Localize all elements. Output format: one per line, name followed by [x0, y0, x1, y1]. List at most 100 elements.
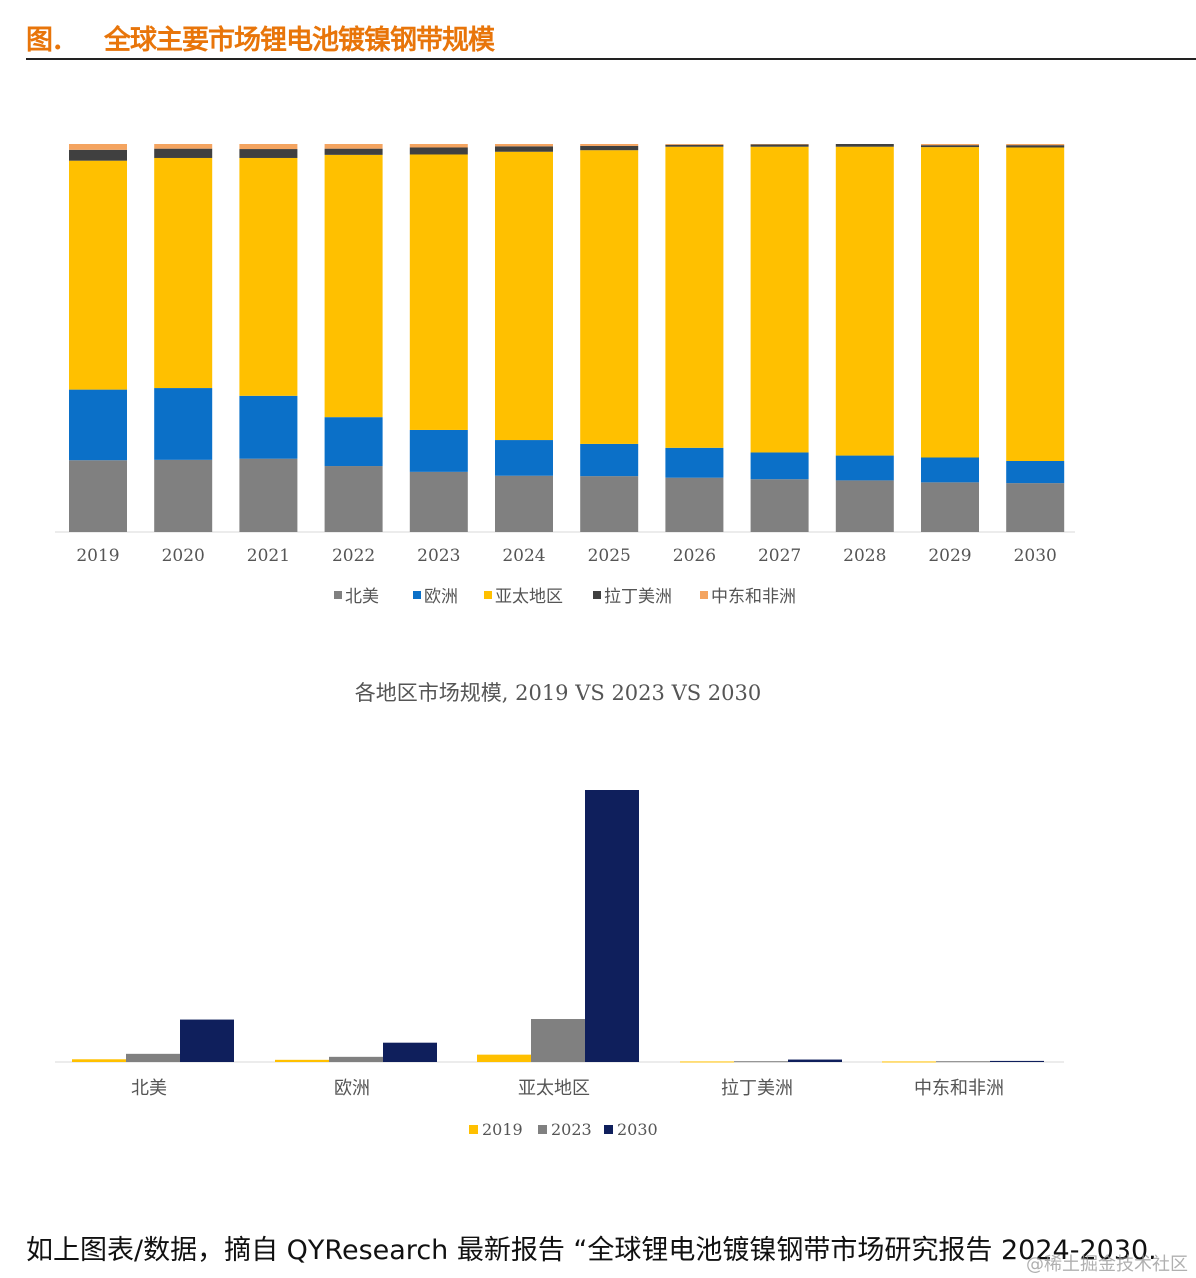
- x-tick-label: 2025: [588, 546, 631, 566]
- bar-segment-2026-s2: [665, 146, 724, 448]
- figure-header: 图. 全球主要市场锂电池镀镍钢带规模: [26, 14, 1196, 60]
- bar-segment-2026-s1: [665, 447, 724, 478]
- x-tick-label: 拉丁美洲: [721, 1078, 793, 1099]
- bar-segment-2030-s0: [1006, 483, 1065, 532]
- bar-欧洲-2019: [275, 1059, 329, 1062]
- legend-swatch: [484, 591, 492, 599]
- stacked-share-chart: 2019 2020 2021 2022 2023 2024 2025 2026 2027 2028…: [55, 144, 1075, 607]
- bar-segment-2024-s0: [495, 475, 553, 532]
- x-tick-label: 2027: [758, 546, 801, 566]
- bar-欧洲-2023: [329, 1056, 383, 1062]
- bar-中东和非洲-2030: [990, 1060, 1044, 1062]
- watermark: @稀土掘金技术社区: [1026, 1254, 1188, 1275]
- bar-segment-2019-s3: [69, 149, 127, 161]
- x-tick-label: 2026: [673, 546, 716, 566]
- x-tick-label: 2028: [843, 546, 886, 566]
- bar-segment-2022-s1: [324, 417, 383, 467]
- x-tick-label: 亚太地区: [518, 1078, 590, 1099]
- x-tick-label: 中东和非洲: [914, 1078, 1004, 1099]
- bar-segment-2030-s3: [1006, 145, 1065, 148]
- bar-segment-2028-s0: [835, 480, 894, 532]
- bar-segment-2025-s2: [580, 150, 639, 444]
- legend-label: 2023: [551, 1120, 592, 1139]
- x-tick-label: 2024: [502, 546, 545, 566]
- bar-segment-2020-s1: [154, 388, 213, 460]
- x-tick-label: 2020: [162, 546, 205, 566]
- legend-label: 2030: [617, 1120, 658, 1139]
- bar-中东和非洲-2019: [882, 1061, 936, 1063]
- legend-swatch: [700, 591, 708, 599]
- bar-segment-2023-s4: [409, 144, 468, 148]
- x-tick-label: 北美: [131, 1078, 167, 1099]
- bar-segment-2028-s1: [835, 455, 894, 481]
- bar-北美-2023: [126, 1053, 180, 1062]
- bar-segment-2023-s0: [409, 471, 468, 532]
- bar-segment-2021-s1: [239, 395, 298, 459]
- bar-segment-2025-s1: [580, 443, 639, 477]
- legend-label: 北美: [345, 587, 379, 607]
- bar-亚太地区-2019: [477, 1054, 531, 1062]
- bar-segment-2022-s3: [324, 148, 383, 155]
- bar-segment-2030-s2: [1006, 147, 1065, 461]
- bar-segment-2020-s3: [154, 148, 213, 158]
- legend-label: 中东和非洲: [711, 587, 796, 607]
- bar-segment-2029-s3: [921, 145, 979, 148]
- bar-segment-2024-s2: [495, 151, 553, 441]
- bar-segment-2029-s1: [921, 457, 979, 483]
- x-tick-label: 欧洲: [334, 1078, 370, 1099]
- bar-segment-2029-s4: [921, 144, 979, 146]
- bar-segment-2025-s0: [580, 476, 639, 532]
- legend-swatch: [593, 591, 601, 599]
- legend-label: 2019: [482, 1120, 523, 1139]
- bar-segment-2022-s2: [324, 154, 383, 418]
- bar-segment-2021-s0: [239, 458, 298, 532]
- bar-segment-2028-s2: [835, 146, 894, 456]
- figure-label: 图.: [26, 25, 63, 56]
- bar-segment-2026-s3: [665, 144, 724, 147]
- x-tick-label: 2022: [332, 546, 375, 566]
- bar-拉丁美洲-2019: [680, 1061, 734, 1063]
- bar-segment-2026-s0: [665, 477, 724, 532]
- bar-segment-2024-s1: [495, 440, 553, 476]
- bar-segment-2020-s4: [154, 144, 213, 149]
- legend-label: 亚太地区: [495, 587, 563, 607]
- bar-segment-2025-s3: [580, 145, 639, 151]
- bar-segment-2027-s2: [750, 146, 809, 453]
- bar-segment-2021-s3: [239, 149, 298, 158]
- bar-segment-2019-s0: [69, 460, 127, 532]
- legend-swatch: [334, 591, 342, 599]
- x-tick-label: 2029: [928, 546, 971, 566]
- region-comparison-chart: 各地区市场规模, 2019 VS 2023 VS 2030 北美 欧洲 亚太地区 拉丁美…: [55, 681, 1064, 1139]
- bar-segment-2029-s0: [921, 482, 979, 532]
- bar-segment-2024-s4: [495, 144, 553, 147]
- bar-segment-2023-s3: [409, 147, 468, 155]
- bar-segment-2027-s1: [750, 452, 809, 480]
- bar-欧洲-2030: [383, 1042, 437, 1062]
- legend-label: 拉丁美洲: [604, 587, 672, 607]
- x-tick-label: 2023: [417, 546, 460, 566]
- legend-swatch: [413, 591, 421, 599]
- chart-title: 各地区市场规模, 2019 VS 2023 VS 2030: [355, 681, 762, 705]
- bar-segment-2028-s3: [835, 144, 894, 147]
- bar-segment-2020-s2: [154, 157, 213, 389]
- bar-segment-2030-s4: [1006, 144, 1065, 146]
- x-tick-label: 2030: [1014, 546, 1057, 566]
- legend-swatch: [604, 1125, 613, 1134]
- figure-title: 全球主要市场锂电池镀镍钢带规模: [104, 25, 495, 56]
- bar-segment-2022-s4: [324, 144, 383, 149]
- bar-segment-2023-s1: [409, 429, 468, 472]
- bar-亚太地区-2023: [531, 1019, 585, 1062]
- bar-segment-2026-s4: [665, 144, 724, 145]
- bar-segment-2019-s2: [69, 160, 127, 390]
- figure-caption: 如上图表/数据，摘自 QYResearch 最新报告 “全球锂电池镀镍钢带市场研…: [26, 1235, 1157, 1266]
- bar-中东和非洲-2023: [936, 1061, 990, 1063]
- bar-segment-2020-s0: [154, 459, 213, 532]
- legend-label: 欧洲: [424, 587, 458, 607]
- bar-segment-2029-s2: [921, 147, 979, 458]
- bar-segment-2030-s1: [1006, 460, 1065, 484]
- bar-segment-2027-s0: [750, 479, 809, 532]
- bar-segment-2021-s2: [239, 157, 298, 396]
- bar-北美-2019: [72, 1059, 126, 1062]
- bar-亚太地区-2030: [585, 790, 639, 1062]
- bar-segment-2025-s4: [580, 144, 639, 146]
